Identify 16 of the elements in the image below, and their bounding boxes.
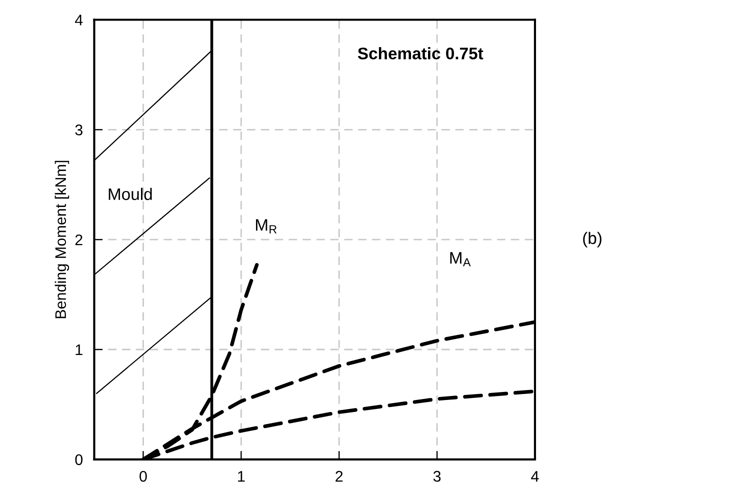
text: Schematic 0.75t xyxy=(358,47,484,60)
x-tick-label: 1 xyxy=(238,471,245,482)
y-tick-label: 3 xyxy=(75,124,82,136)
x-tick-label: 3 xyxy=(433,470,441,482)
annotation: Mould xyxy=(108,188,152,200)
y-tick-label: 1 xyxy=(76,344,82,356)
annotation: M$_{A}$ xyxy=(450,252,471,266)
text: (b) xyxy=(583,232,602,248)
x-tick-label: 4 xyxy=(531,471,539,482)
y-tick-label: 0 xyxy=(75,454,83,466)
y-tick-label: 4 xyxy=(74,14,83,26)
y-tick-label: 2 xyxy=(75,234,82,246)
y-axis-title: Bending Moment [kNm] xyxy=(54,160,70,318)
x-tick-label: 0 xyxy=(140,470,147,482)
x-tick-label: 2 xyxy=(336,470,343,482)
annotation: M$_{R}$ xyxy=(256,219,277,234)
